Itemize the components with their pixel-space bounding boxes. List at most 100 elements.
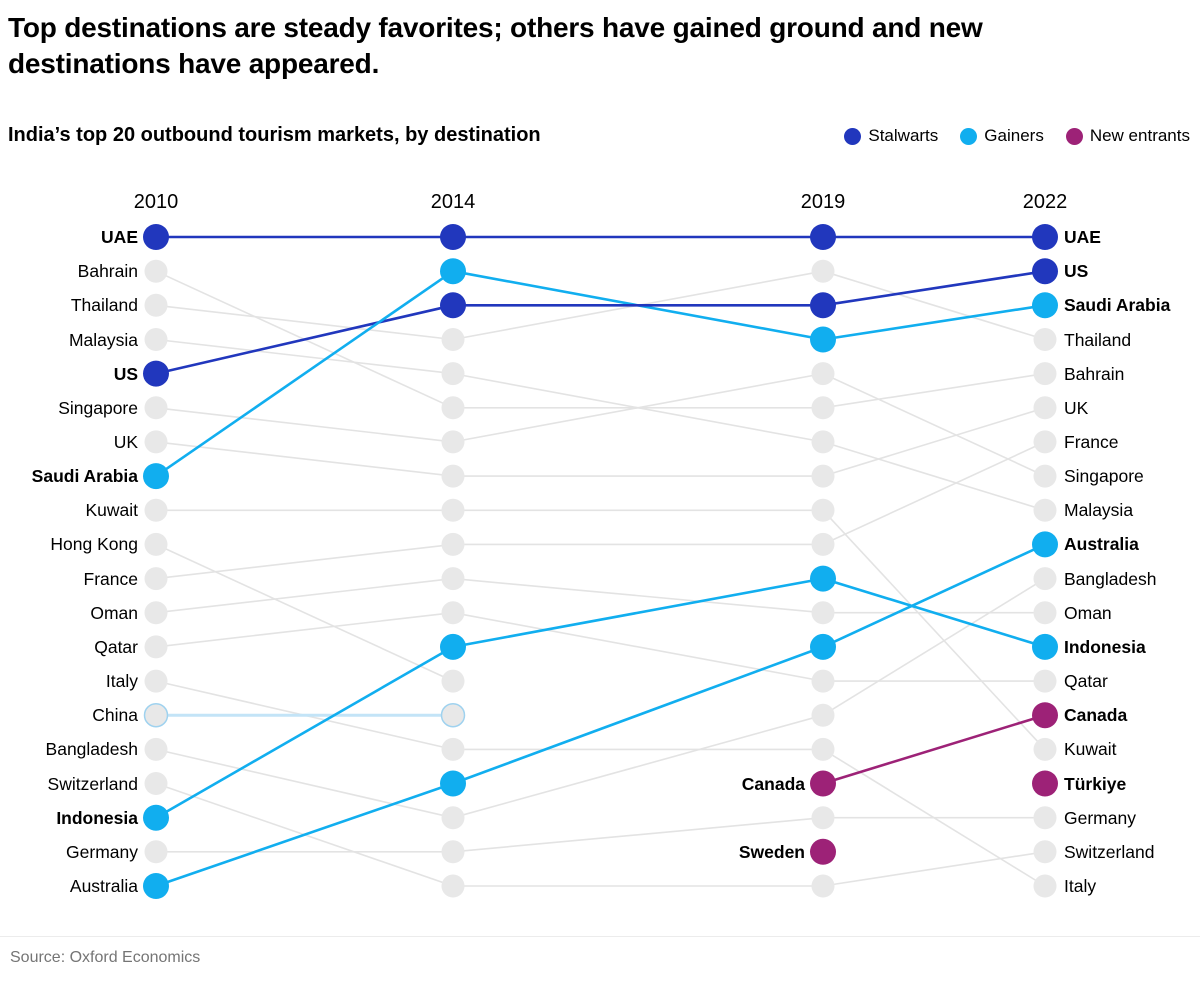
rank-dot-2022-uae xyxy=(1032,224,1058,250)
link-france-2010-2014 xyxy=(155,543,454,580)
rank-dot-2010-indonesia xyxy=(143,804,169,831)
rank-dot-2014-france xyxy=(441,532,465,556)
link-us-2010-2014 xyxy=(155,304,454,375)
rank-dot-2010-bahrain xyxy=(144,259,168,283)
rank-dot-2010-australia xyxy=(143,873,169,899)
rank-dot-2019-germany xyxy=(811,806,835,830)
link-qatar-2014-2019 xyxy=(452,611,824,682)
source-note: Source: Oxford Economics xyxy=(10,949,201,966)
rank-dot-2022-malaysia xyxy=(1033,498,1057,522)
rank-dot-2019-bahrain xyxy=(811,396,835,420)
rank-dot-2010-oman xyxy=(144,601,168,625)
rank-dot-2019-uae xyxy=(810,224,836,250)
link-qatar-2010-2014 xyxy=(155,611,454,648)
link-malaysia-2019-2022 xyxy=(822,441,1046,512)
link-thailand-2010-2014 xyxy=(155,304,454,341)
rank-dot-2022-australia xyxy=(1032,531,1058,558)
link-singapore-2014-2019 xyxy=(452,372,824,443)
link-kuwait-2019-2022 xyxy=(822,509,1046,750)
rank-dot-2010-thailand xyxy=(144,293,168,317)
rank-dot-2010-france xyxy=(144,567,168,591)
rank-dot-2019-thailand xyxy=(811,259,835,283)
rank-dot-2014-oman xyxy=(441,567,465,591)
rank-dot-2022-oman xyxy=(1033,601,1057,625)
rank-dot-2022-bangladesh xyxy=(1033,567,1057,591)
rank-dot-2019-australia xyxy=(810,633,836,660)
link-singapore-2019-2022 xyxy=(822,372,1046,477)
rank-dot-2010-us xyxy=(143,360,169,387)
link-bangladesh-2014-2019 xyxy=(452,714,824,819)
rank-dot-2010-qatar xyxy=(144,635,168,659)
rank-dot-2019-singapore xyxy=(811,362,835,386)
rank-dot-2010-italy xyxy=(144,669,168,693)
rank-dot-2022-switzerland xyxy=(1033,840,1057,864)
rank-dot-2019-kuwait xyxy=(811,498,835,522)
rank-dot-2022-uk xyxy=(1033,396,1057,420)
rank-dot-2010-switzerland xyxy=(144,772,168,795)
rank-dot-2014-germany xyxy=(441,840,465,864)
rank-dot-2019-sweden xyxy=(810,838,836,865)
rank-dot-2022-qatar xyxy=(1033,669,1057,693)
rank-dot-2014-singapore xyxy=(441,430,465,454)
rank-dot-2022-türkiye xyxy=(1032,770,1058,797)
rank-dot-2022-canada xyxy=(1032,702,1058,729)
rank-dot-2022-france xyxy=(1033,430,1057,454)
rank-dot-2022-us xyxy=(1032,258,1058,285)
rank-dot-2010-uae xyxy=(143,224,169,250)
rank-dot-2019-oman xyxy=(811,601,835,625)
link-oman-2010-2014 xyxy=(155,577,454,614)
rank-dot-2010-uk xyxy=(144,430,168,454)
rank-dot-2010-malaysia xyxy=(144,328,168,351)
link-france-2019-2022 xyxy=(822,441,1046,546)
rank-dot-2022-bahrain xyxy=(1033,362,1057,386)
rank-dot-2010-bangladesh xyxy=(144,737,168,761)
rank-dot-2014-uae xyxy=(440,224,466,250)
rank-dot-2014-bahrain xyxy=(441,396,465,420)
link-australia-2014-2019 xyxy=(452,645,824,785)
rank-dot-2019-bangladesh xyxy=(811,703,835,727)
rank-dot-2014-italy xyxy=(441,737,465,761)
link-australia-2010-2014 xyxy=(155,782,454,888)
link-canada-2019-2022 xyxy=(822,713,1046,785)
link-bahrain-2019-2022 xyxy=(822,372,1046,409)
rank-dot-2014-switzerland xyxy=(441,874,465,898)
link-saudi-arabia-2019-2022 xyxy=(822,304,1046,341)
rank-dot-2022-kuwait xyxy=(1033,737,1057,761)
link-saudi-arabia-2010-2014 xyxy=(155,270,454,478)
link-uk-2010-2014 xyxy=(155,441,454,477)
link-malaysia-2010-2014 xyxy=(155,338,454,375)
link-germany-2014-2019 xyxy=(452,816,824,853)
link-oman-2014-2019 xyxy=(452,577,824,614)
rank-dot-2014-saudi-arabia xyxy=(440,258,466,285)
rank-dot-2019-us xyxy=(810,292,836,319)
link-us-2019-2022 xyxy=(822,269,1046,307)
rank-dot-2019-uk xyxy=(811,464,835,488)
rank-dot-2014-bangladesh xyxy=(441,806,465,830)
rank-dot-2019-saudi-arabia xyxy=(810,326,836,353)
rank-dot-2010-hong-kong xyxy=(144,532,168,556)
rank-dot-2022-italy xyxy=(1033,874,1057,898)
link-indonesia-2010-2014 xyxy=(155,645,454,819)
link-bangladesh-2019-2022 xyxy=(822,577,1046,716)
rank-dot-2022-thailand xyxy=(1033,328,1057,351)
link-singapore-2010-2014 xyxy=(155,407,454,443)
rank-dot-2019-qatar xyxy=(811,669,835,693)
rank-dot-2022-indonesia xyxy=(1032,633,1058,660)
link-uk-2019-2022 xyxy=(822,407,1046,477)
rank-dot-2014-kuwait xyxy=(441,498,465,522)
rank-dot-2019-canada xyxy=(810,770,836,797)
rank-dot-2014-australia xyxy=(440,770,466,797)
rank-dot-2010-singapore xyxy=(144,396,168,420)
rank-dot-2014-indonesia xyxy=(440,633,466,660)
link-indonesia-2014-2019 xyxy=(452,577,824,649)
rank-dot-2022-germany xyxy=(1033,806,1057,830)
rank-dot-2014-hong-kong xyxy=(441,669,465,693)
link-hong-kong-2010-2014 xyxy=(155,543,454,682)
rank-dot-2014-uk xyxy=(441,464,465,488)
rank-dot-2014-malaysia xyxy=(441,362,465,386)
rank-dot-2019-italy xyxy=(811,737,835,761)
rank-dot-2022-saudi-arabia xyxy=(1032,292,1058,319)
link-switzerland-2019-2022 xyxy=(822,851,1046,887)
